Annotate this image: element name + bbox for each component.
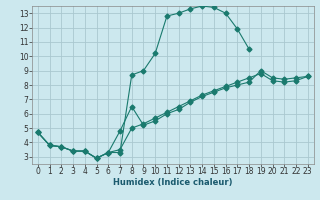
X-axis label: Humidex (Indice chaleur): Humidex (Indice chaleur) — [113, 178, 233, 187]
